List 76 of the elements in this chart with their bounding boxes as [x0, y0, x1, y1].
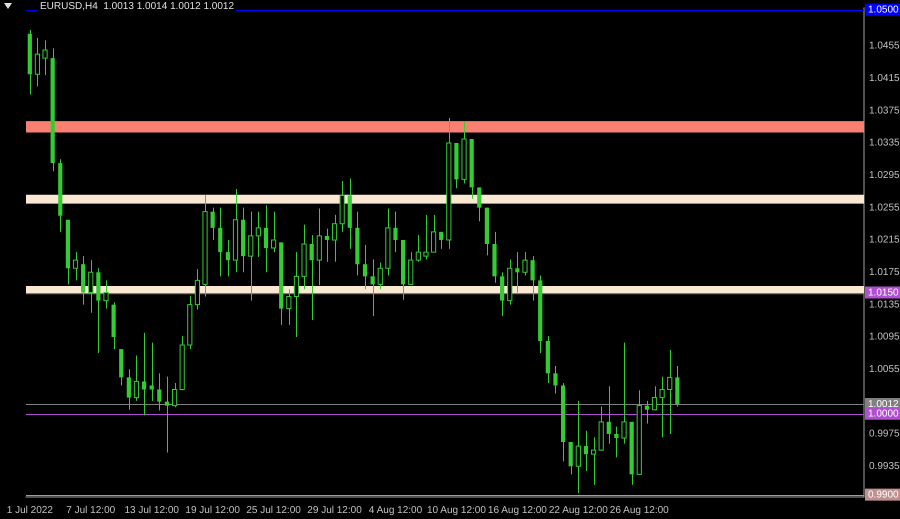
candlestick — [644, 400, 649, 424]
chart-title: EURUSD,H4 1.0013 1.0014 1.0012 1.0012 — [40, 0, 234, 12]
candlestick — [270, 211, 276, 253]
candlestick — [310, 234, 314, 320]
ref-line-label: 0.9900 — [868, 489, 900, 500]
candlestick — [522, 252, 528, 276]
y-tick-label: 1.0135 — [869, 299, 900, 310]
y-tick-label: 1.0055 — [869, 364, 900, 376]
candlestick — [256, 211, 261, 258]
x-tick-label: 29 Jul 12:00 — [307, 504, 362, 516]
candlestick — [652, 386, 658, 412]
candlestick — [606, 386, 611, 444]
y-tick-label: 0.9975 — [869, 428, 900, 440]
candlestick — [164, 376, 170, 454]
x-tick-label: 25 Jul 12:00 — [246, 504, 302, 516]
y-tick-label: 1.0255 — [869, 202, 900, 214]
candlestick — [72, 252, 78, 281]
y-tick-label: 1.0415 — [869, 73, 900, 84]
y-tick-label: 0.9935 — [869, 461, 900, 472]
x-tick-label: 10 Aug 12:00 — [426, 504, 486, 516]
ref-line-label: 1.0012 — [868, 398, 900, 410]
candlestick — [332, 214, 338, 262]
ref-line-label: 1.0500 — [868, 4, 900, 16]
x-tick-label: 16 Aug 12:00 — [488, 504, 548, 516]
y-tick-label: 1.0175 — [869, 267, 900, 278]
candlestick — [667, 349, 672, 434]
y-tick-label: 1.0215 — [869, 234, 900, 246]
candlestick — [103, 280, 109, 310]
candlestick — [553, 366, 558, 394]
candlestick — [439, 231, 444, 250]
candlestick — [370, 258, 375, 316]
candlestick — [286, 288, 292, 326]
x-tick-label: 26 Aug 12:00 — [610, 504, 670, 516]
x-tick-label: 22 Aug 12:00 — [548, 504, 608, 516]
candlestick — [42, 40, 48, 76]
candlestick — [576, 400, 581, 494]
x-tick-label: 7 Jul 12:00 — [66, 504, 116, 516]
y-tick-label: 1.0095 — [869, 332, 900, 343]
candlestick — [590, 436, 596, 486]
candlestick — [477, 186, 482, 222]
candlestick — [515, 252, 520, 294]
y-tick-label: 1.0295 — [869, 170, 900, 182]
candlestick — [88, 260, 94, 314]
x-tick-label: 13 Jul 12:00 — [124, 504, 180, 516]
candlestick — [530, 256, 535, 302]
candlestick — [430, 214, 436, 253]
candlestick — [416, 234, 421, 262]
candlestick — [393, 211, 398, 253]
y-tick-label: 1.0455 — [869, 40, 900, 52]
candlestick — [172, 382, 178, 408]
candlestick — [226, 239, 230, 277]
y-tick-label: 1.0375 — [869, 105, 900, 116]
candlestick — [126, 368, 131, 410]
y-tick-label: 1.0335 — [869, 138, 900, 149]
candlestick — [134, 355, 140, 402]
candlestick — [150, 342, 154, 402]
candlestick — [324, 228, 330, 262]
candlestick — [248, 211, 254, 302]
x-tick-label: 4 Aug 12:00 — [368, 504, 423, 516]
candlestick — [660, 376, 665, 438]
candlestick — [378, 262, 383, 290]
candlestick — [142, 332, 146, 416]
ref-line-label: 1.0000 — [868, 408, 900, 420]
candlestick — [423, 214, 429, 260]
candlestick — [362, 244, 368, 290]
candlestick — [614, 426, 619, 458]
x-tick-label: 19 Jul 12:00 — [185, 504, 240, 516]
ref-line-label: 1.0150 — [868, 287, 900, 298]
candlestick — [264, 204, 268, 273]
candlestick — [621, 342, 627, 444]
candlestick — [34, 37, 40, 87]
candlestick — [157, 372, 162, 412]
x-tick-label: 1 Jul 2022 — [6, 504, 54, 516]
candlestick — [584, 430, 588, 472]
candlestick — [294, 252, 300, 338]
candlestick — [210, 207, 215, 240]
